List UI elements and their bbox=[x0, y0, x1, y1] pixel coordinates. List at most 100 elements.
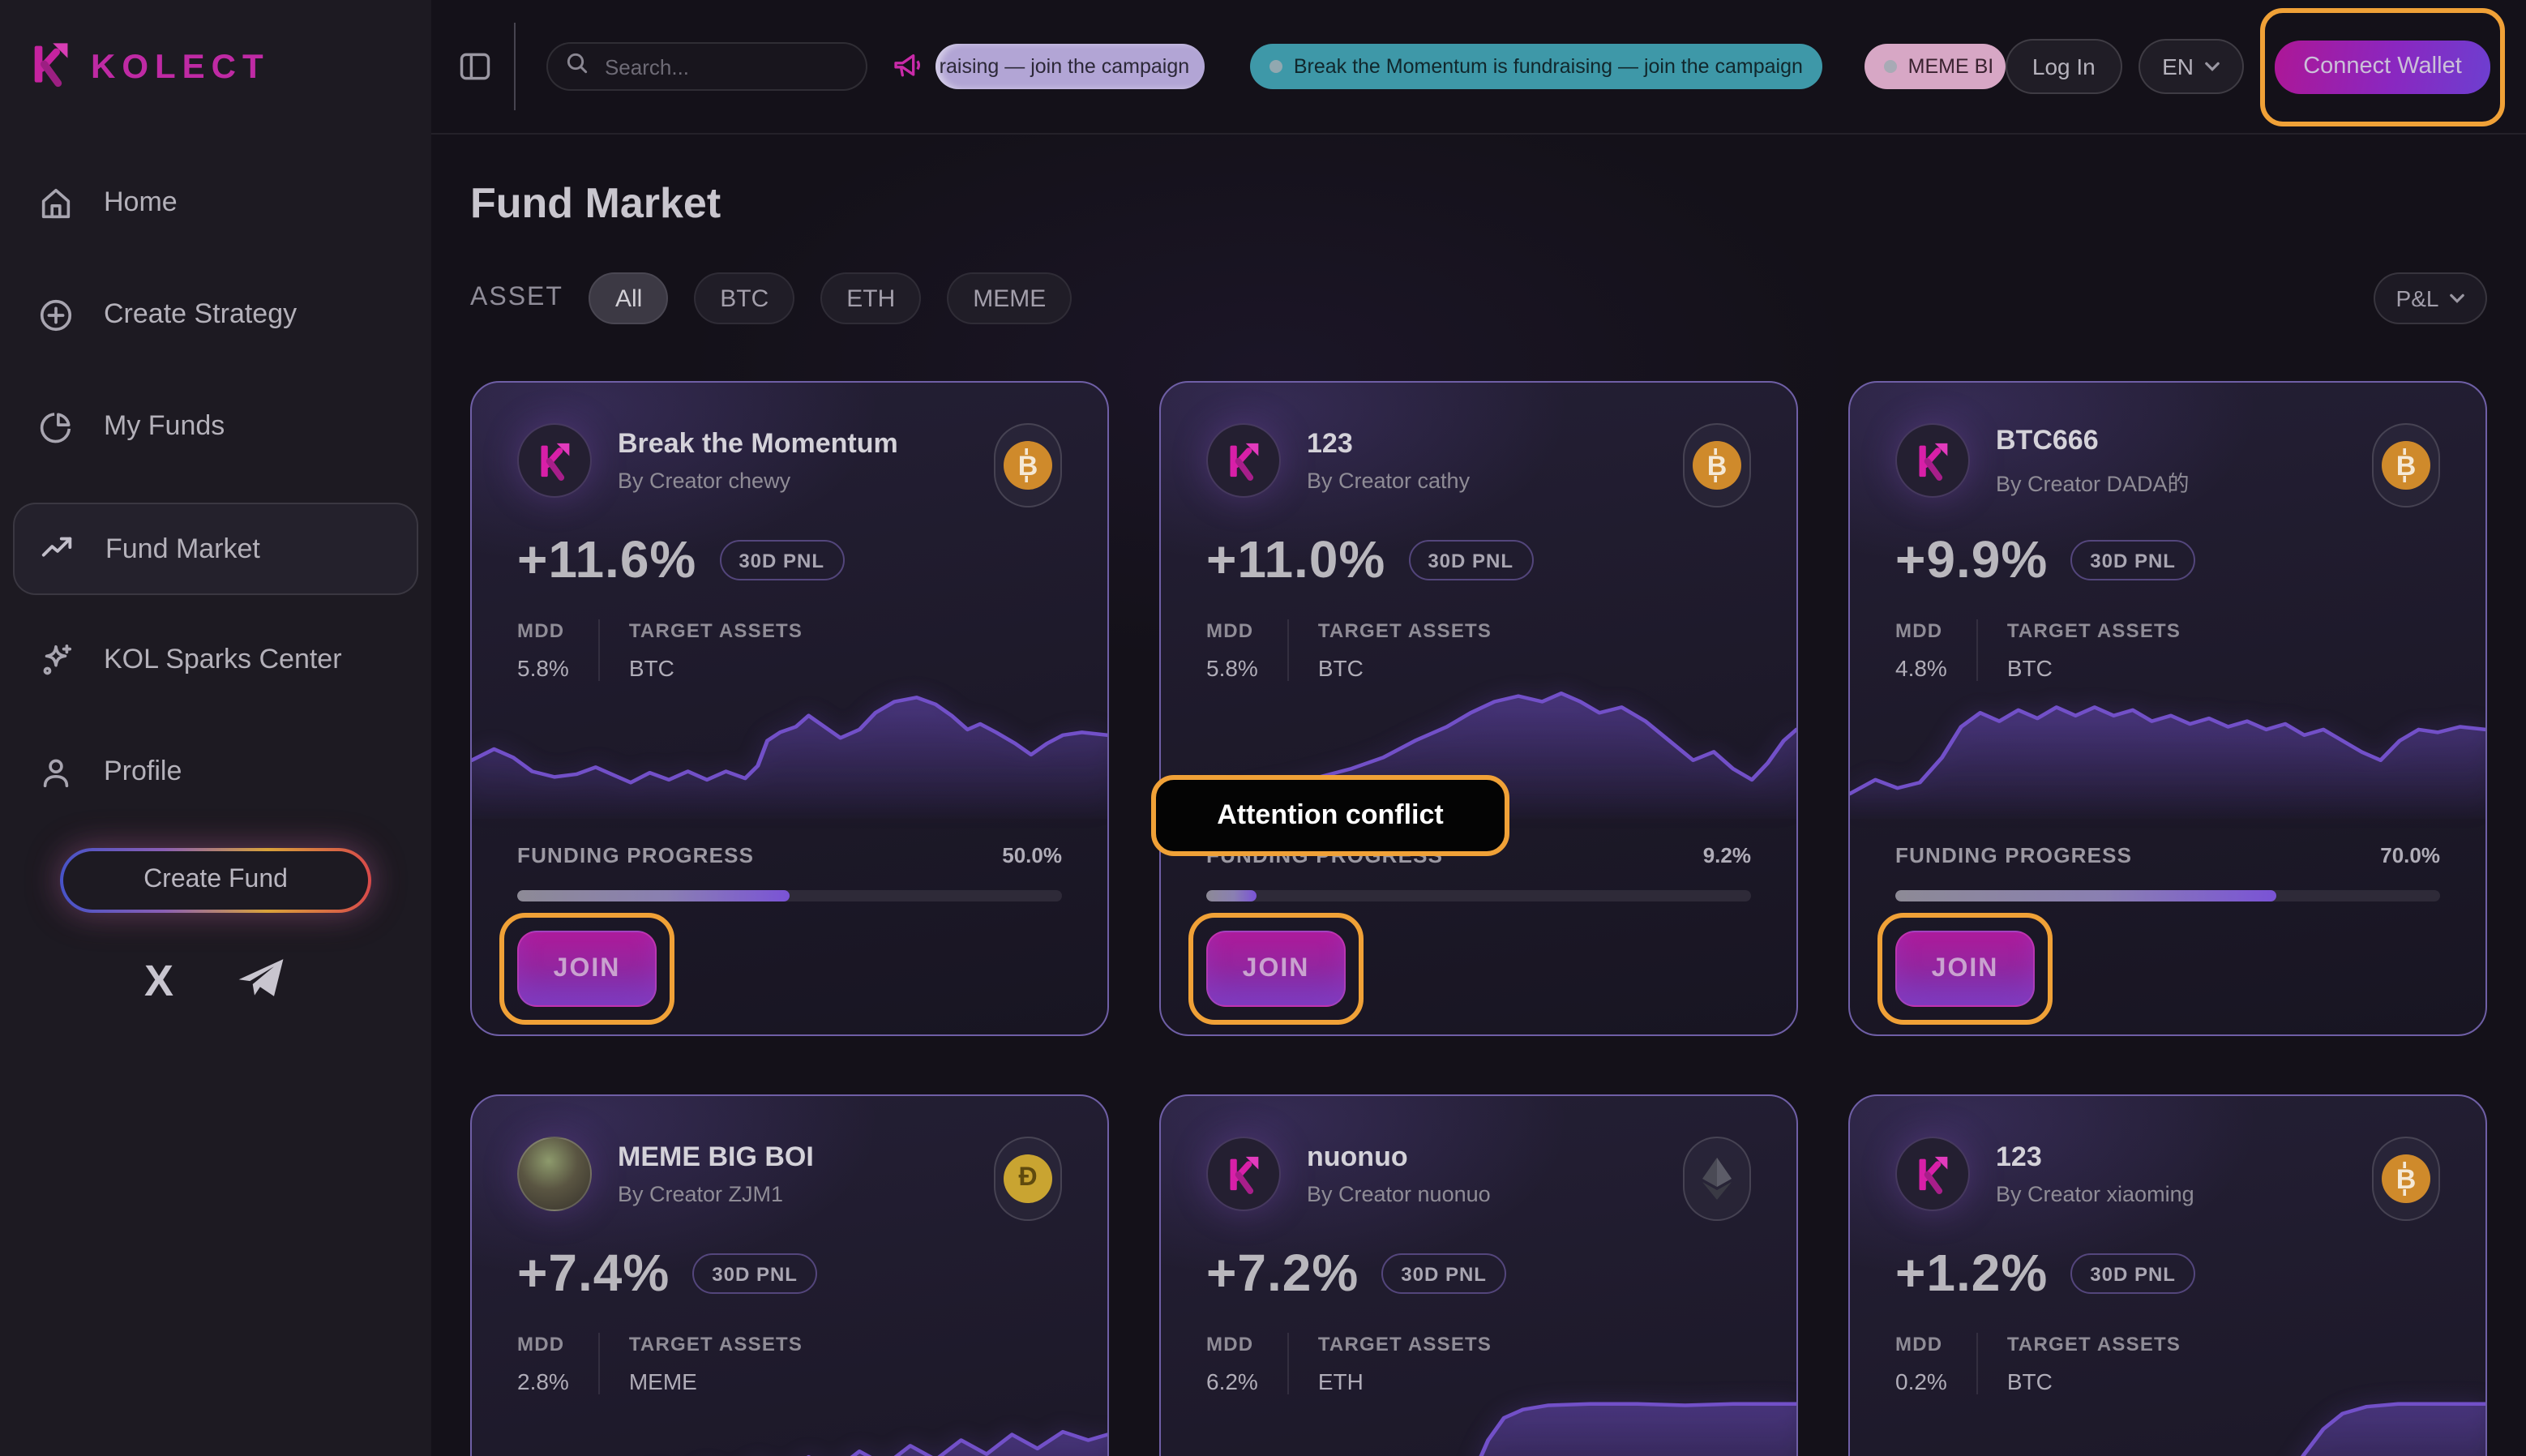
fund-card[interactable]: BTC666 By Creator DADA的 B Ð +9.9% bbox=[1848, 381, 2487, 1036]
mdd-label: MDD bbox=[1895, 1333, 1943, 1355]
fund-name: nuonuo bbox=[1307, 1141, 1408, 1172]
search-box[interactable] bbox=[546, 42, 868, 91]
fund-avatar bbox=[1206, 423, 1281, 498]
funding-progress-value: 9.2% bbox=[1702, 843, 1751, 867]
login-button[interactable]: Log In bbox=[2006, 39, 2122, 94]
pnl-row: +1.2% 30D PNL bbox=[1895, 1244, 2440, 1304]
banner-text: Break the Momentum is fundraising — join… bbox=[1293, 55, 1803, 78]
search-input[interactable] bbox=[601, 53, 845, 80]
sidebar-item-create-strategy[interactable]: Create Strategy bbox=[13, 279, 418, 350]
fund-card-header: MEME BIG BOI By Creator ZJM1 bbox=[517, 1137, 1062, 1211]
pnl-row: +9.9% 30D PNL bbox=[1895, 530, 2440, 590]
brand-logo[interactable]: KOLECT bbox=[0, 0, 431, 135]
fund-card-header: BTC666 By Creator DADA的 bbox=[1895, 423, 2440, 498]
page-title: Fund Market bbox=[470, 178, 721, 227]
target-assets-value: BTC bbox=[2006, 655, 2053, 681]
sidebar-toggle-icon[interactable] bbox=[457, 49, 493, 84]
fund-card[interactable]: nuonuo By Creator nuonuo B Ð +7.2% bbox=[1159, 1094, 1798, 1456]
telegram-icon[interactable] bbox=[235, 955, 287, 1008]
target-asset-badge: B Ð bbox=[2372, 1137, 2440, 1221]
funding-progress-value: 70.0% bbox=[2380, 843, 2440, 867]
sidebar-item-kol-sparks-center[interactable]: KOL Sparks Center bbox=[13, 624, 418, 696]
pnl-value: +9.9% bbox=[1895, 530, 2049, 589]
fund-card-header: 123 By Creator cathy bbox=[1206, 423, 1751, 498]
fund-card-header: 123 By Creator xiaoming bbox=[1895, 1137, 2440, 1211]
target-assets-stat: TARGET ASSETS ETH bbox=[1318, 1333, 1492, 1394]
sparkles-icon bbox=[36, 640, 75, 679]
join-button[interactable]: JOIN bbox=[1206, 931, 1346, 1007]
trending-up-icon bbox=[37, 529, 76, 568]
sidebar-item-profile[interactable]: Profile bbox=[13, 736, 418, 807]
fund-card[interactable]: Break the Momentum By Creator chewy B Ð bbox=[470, 381, 1109, 1036]
filter-chip-all[interactable]: All bbox=[589, 272, 669, 324]
target-asset-badge: B Ð bbox=[994, 1137, 1062, 1221]
create-fund-button[interactable]: Create Fund bbox=[63, 851, 368, 910]
fund-card-header: Break the Momentum By Creator chewy bbox=[517, 423, 1062, 498]
fund-avatar bbox=[517, 423, 592, 498]
sidebar-item-my-funds[interactable]: My Funds bbox=[13, 391, 418, 462]
fund-stats: MDD 0.2% TARGET ASSETS BTC bbox=[1895, 1333, 2440, 1394]
mdd-label: MDD bbox=[1895, 619, 1943, 642]
filter-chip-meme[interactable]: MEME bbox=[947, 272, 1072, 324]
fund-creator: By Creator nuonuo bbox=[1307, 1182, 1491, 1206]
mdd-stat: MDD 4.8% bbox=[1895, 619, 1947, 681]
filter-chip-btc[interactable]: BTC bbox=[694, 272, 795, 324]
x-twitter-icon[interactable]: X bbox=[143, 957, 173, 1005]
funding-progress-row: FUNDING PROGRESS 50.0% bbox=[517, 843, 1062, 867]
fund-card-titles: Break the Momentum By Creator chewy bbox=[618, 428, 898, 493]
attention-conflict-tooltip: Attention conflict bbox=[1151, 775, 1509, 856]
fund-name: BTC666 bbox=[1996, 424, 2099, 455]
kolect-avatar-icon bbox=[1230, 1156, 1259, 1194]
connect-wallet-button[interactable]: Connect Wallet bbox=[2275, 40, 2490, 93]
fund-stats: MDD 6.2% TARGET ASSETS ETH bbox=[1206, 1333, 1751, 1394]
highlight-annotation-join: JOIN bbox=[1188, 913, 1364, 1025]
pnl-period-badge: 30D PNL bbox=[719, 540, 845, 580]
language-label: EN bbox=[2162, 54, 2194, 79]
fund-avatar bbox=[517, 1137, 592, 1211]
kolect-logo-icon bbox=[29, 39, 71, 96]
fund-card[interactable]: 123 By Creator cathy B Ð +11.0% bbox=[1159, 381, 1798, 1036]
topbar-divider bbox=[514, 23, 516, 110]
search-icon bbox=[564, 49, 590, 84]
fund-card[interactable]: 123 By Creator xiaoming B Ð +1.2% bbox=[1848, 1094, 2487, 1456]
bitcoin-icon: B bbox=[2382, 441, 2430, 490]
filter-chip-eth[interactable]: ETH bbox=[820, 272, 922, 324]
sidebar-item-home[interactable]: Home bbox=[13, 167, 418, 238]
kolect-avatar-icon bbox=[1919, 1156, 1948, 1194]
mdd-stat: MDD 6.2% bbox=[1206, 1333, 1258, 1394]
target-assets-value: BTC bbox=[2006, 1368, 2053, 1394]
pnl-value: +11.0% bbox=[1206, 530, 1386, 589]
pnl-period-badge: 30D PNL bbox=[692, 1253, 817, 1294]
join-button[interactable]: JOIN bbox=[517, 931, 657, 1007]
fund-card-titles: 123 By Creator cathy bbox=[1307, 428, 1470, 493]
highlight-annotation-connect-wallet: Connect Wallet bbox=[2260, 7, 2505, 126]
pnl-value: +7.2% bbox=[1206, 1244, 1359, 1302]
target-assets-stat: TARGET ASSETS BTC bbox=[2007, 1333, 2181, 1394]
target-assets-value: ETH bbox=[1317, 1368, 1364, 1394]
target-assets-label: TARGET ASSETS bbox=[1317, 619, 1492, 642]
mdd-value: 0.2% bbox=[1895, 1368, 1947, 1394]
kolect-avatar-icon bbox=[541, 443, 570, 481]
user-icon bbox=[36, 752, 75, 791]
ethereum-icon bbox=[1693, 1154, 1741, 1203]
funding-progress-fill bbox=[517, 890, 790, 901]
target-assets-stat: TARGET ASSETS MEME bbox=[629, 1333, 803, 1394]
performance-sparkline bbox=[1161, 1393, 1796, 1456]
target-asset-badge: B Ð bbox=[1683, 423, 1751, 507]
fund-card-titles: nuonuo By Creator nuonuo bbox=[1307, 1141, 1491, 1206]
fund-card[interactable]: MEME BIG BOI By Creator ZJM1 B Ð +7 bbox=[470, 1094, 1109, 1456]
fund-avatar bbox=[1895, 1137, 1970, 1211]
join-button[interactable]: JOIN bbox=[1895, 931, 2035, 1007]
announcement-banner: Break the Momentum is fundraising — join… bbox=[1249, 44, 1822, 89]
funding-progress-value: 50.0% bbox=[1002, 843, 1062, 867]
sidebar-item-fund-market[interactable]: Fund Market bbox=[13, 503, 418, 595]
mdd-stat: MDD 5.8% bbox=[517, 619, 569, 681]
sort-dropdown[interactable]: P&L bbox=[2374, 272, 2487, 324]
sidebar-item-label: KOL Sparks Center bbox=[104, 644, 342, 674]
target-assets-stat: TARGET ASSETS BTC bbox=[2007, 619, 2181, 681]
social-links: X bbox=[0, 955, 431, 1008]
language-selector[interactable]: EN bbox=[2138, 39, 2244, 94]
fund-creator: By Creator DADA的 bbox=[1996, 471, 2190, 495]
mdd-stat: MDD 5.8% bbox=[1206, 619, 1258, 681]
